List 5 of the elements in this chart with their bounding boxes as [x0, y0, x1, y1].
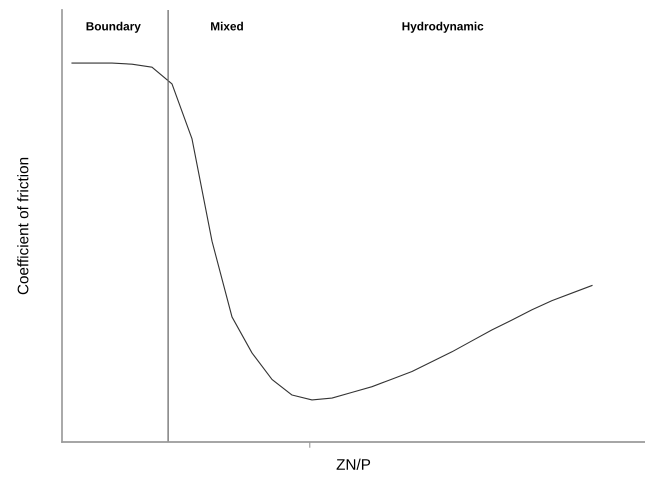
y-axis-title: Coefficient of friction [17, 158, 28, 294]
text: Hydrodynamic [402, 22, 484, 33]
text: Boundary [86, 22, 141, 33]
text: Mixed [211, 22, 243, 30]
x-axis-title: ZN/P [336, 458, 370, 470]
